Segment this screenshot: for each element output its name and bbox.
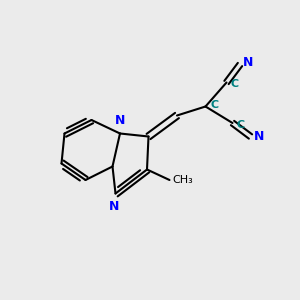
Text: N: N bbox=[243, 56, 254, 70]
Text: CH₃: CH₃ bbox=[172, 175, 193, 185]
Text: C: C bbox=[210, 100, 218, 110]
Text: C: C bbox=[236, 119, 244, 130]
Text: C: C bbox=[230, 79, 238, 89]
Text: N: N bbox=[109, 200, 119, 212]
Text: N: N bbox=[254, 130, 264, 143]
Text: N: N bbox=[115, 114, 125, 127]
